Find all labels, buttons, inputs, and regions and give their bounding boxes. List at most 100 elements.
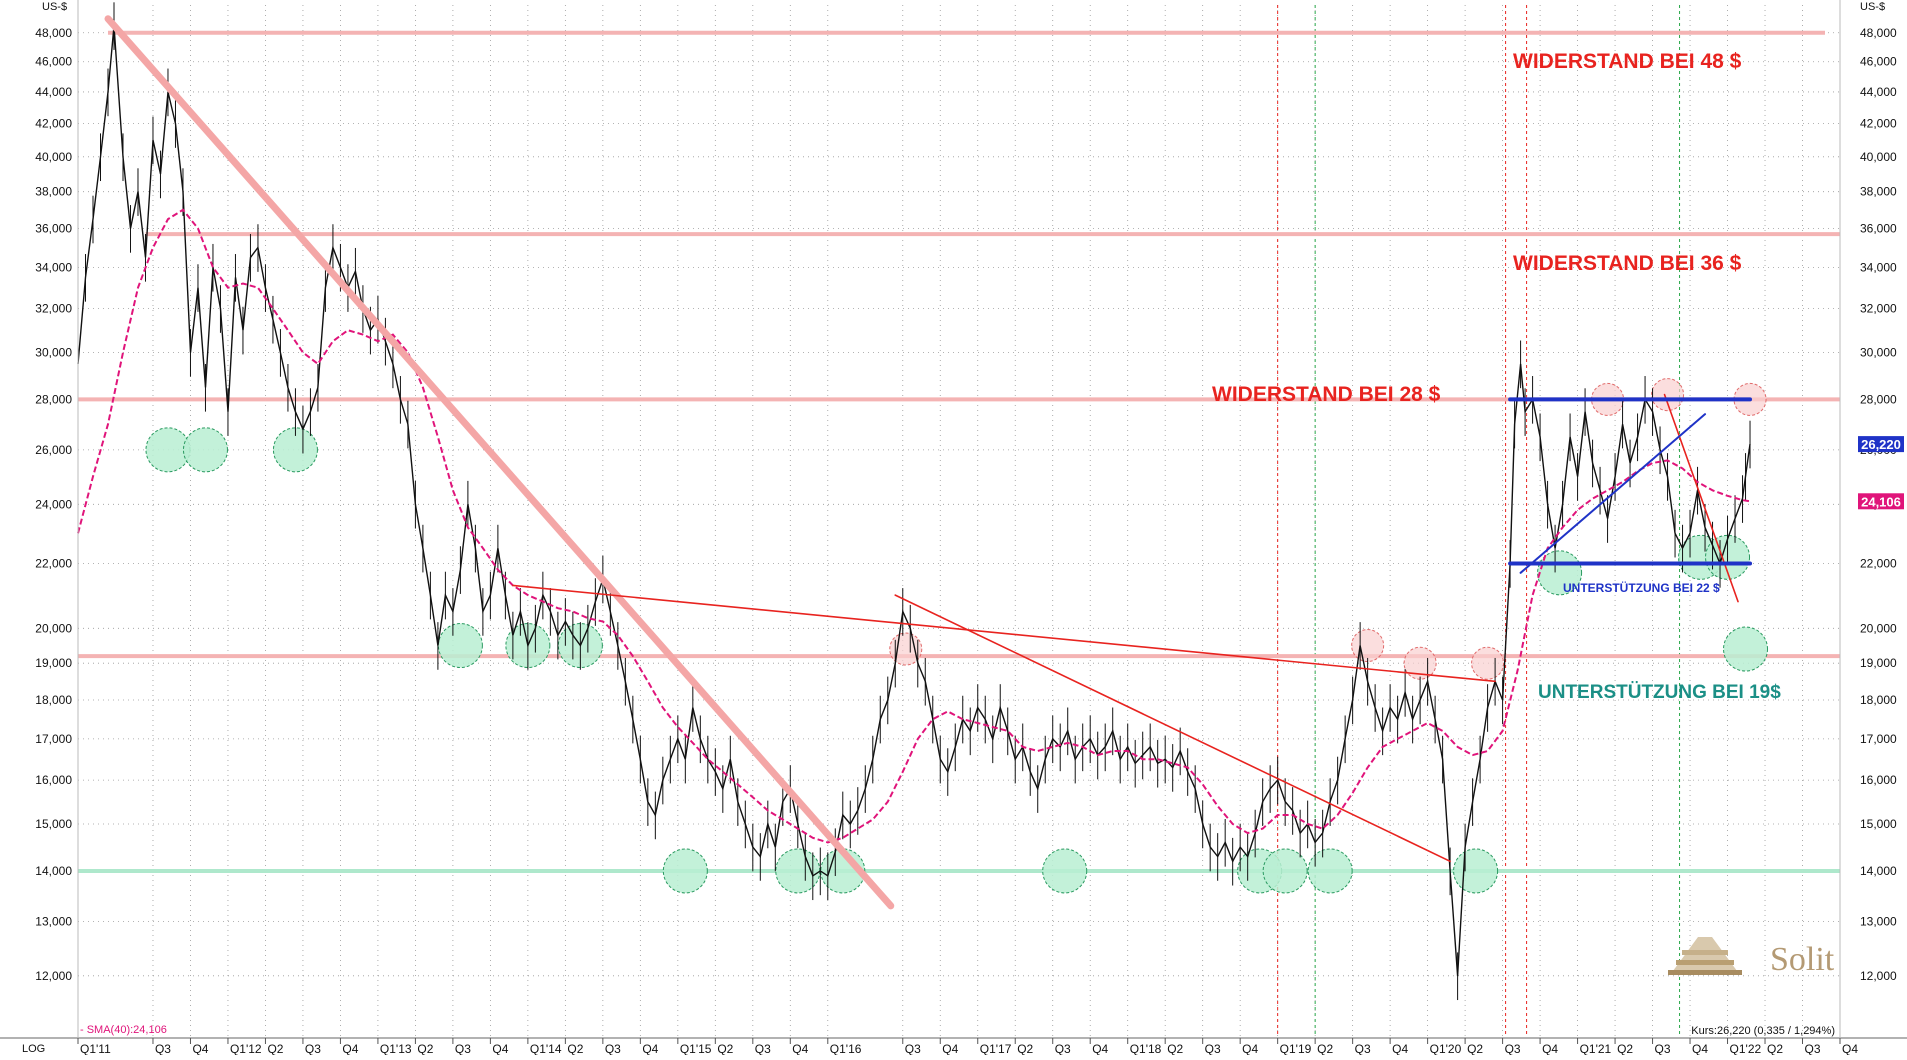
y-tick-label-right: 40,000	[1860, 150, 1897, 164]
y-tick-label-left: 24,000	[35, 497, 72, 511]
x-tick-label: Q4	[942, 1042, 958, 1055]
x-tick-label: Q2	[267, 1042, 283, 1055]
y-tick-label-right: 42,000	[1860, 117, 1897, 131]
y-tick-label-right: 46,000	[1860, 55, 1897, 69]
y-tick-label-right: 44,000	[1860, 85, 1897, 99]
x-tick-label: Q2	[1617, 1042, 1633, 1055]
x-tick-label: Q4	[792, 1042, 808, 1055]
support-marker	[145, 427, 191, 473]
annotation-resistance-36: WIDERSTAND BEI 36 $	[1513, 252, 1742, 275]
x-tick-label: Q4	[492, 1042, 508, 1055]
y-tick-label-left: 18,000	[35, 693, 72, 707]
y-tick-label-right: 36,000	[1860, 221, 1897, 235]
y-tick-label-right: 30,000	[1860, 345, 1897, 359]
price-line	[77, 25, 1751, 976]
trendline	[104, 15, 895, 910]
support-marker	[1723, 626, 1769, 672]
y-tick-label-left: 34,000	[35, 260, 72, 274]
x-tick-label: Q1'15	[680, 1042, 712, 1055]
x-tick-label: Q4	[1392, 1042, 1408, 1055]
annotation-support-19: UNTERSTÜTZUNG BEI 19$	[1538, 682, 1781, 703]
sma-badge-value: 24,106	[1861, 494, 1901, 509]
y-tick-label-left: 44,000	[35, 85, 72, 99]
y-tick-label-left: 20,000	[35, 621, 72, 635]
x-tick-label: Q1'18	[1130, 1042, 1162, 1055]
support-marker	[662, 848, 708, 894]
x-tick-label: Q3	[1205, 1042, 1221, 1055]
scale-label: LOG	[22, 1043, 45, 1055]
tick-layer: 12,000 12,000 13,000 13,000 14,000 14,000 15,0…	[35, 26, 1897, 1056]
x-tick-label: Q2	[1317, 1042, 1333, 1055]
y-tick-label-left: 17,000	[35, 732, 72, 746]
y-tick-label-left: 19,000	[35, 656, 72, 670]
y-tick-label-right: 48,000	[1860, 26, 1897, 40]
x-tick-label: Q2	[717, 1042, 733, 1055]
kurs-legend: Kurs:26,220 (0,335 / 1,294%)	[1691, 1025, 1835, 1037]
y-tick-label-right: 18,000	[1860, 693, 1897, 707]
x-tick-label: Q3	[755, 1042, 771, 1055]
x-tick-label: Q4	[1542, 1042, 1558, 1055]
pyramid-icon	[1668, 937, 1742, 975]
annotation-support-22: UNTERSTÜTZUNG BEI 22 $	[1563, 580, 1720, 595]
x-tick-label: Q2	[567, 1042, 583, 1055]
y-tick-label-right: 13,000	[1860, 914, 1897, 928]
y-tick-label-left: 46,000	[35, 55, 72, 69]
support-marker	[1262, 848, 1308, 894]
y-tick-label-right: 32,000	[1860, 302, 1897, 316]
x-tick-label: Q3	[305, 1042, 321, 1055]
y-tick-label-left: 38,000	[35, 185, 72, 199]
currency-label-left: US-$	[42, 1, 67, 13]
last-price-badge-box	[1858, 436, 1904, 453]
y-tick-label-left: 22,000	[35, 556, 72, 570]
support-marker	[1042, 848, 1088, 894]
x-tick-label: Q2	[417, 1042, 433, 1055]
x-tick-label: Q4	[1842, 1042, 1858, 1055]
x-tick-label: Q4	[1092, 1042, 1108, 1055]
y-tick-label-left: 13,000	[35, 914, 72, 928]
resistance-marker	[1651, 378, 1685, 412]
badge-layer: 26,220 24,106	[1858, 436, 1904, 510]
support-marker	[1307, 848, 1353, 894]
y-tick-label-right: 12,000	[1860, 969, 1897, 983]
x-tick-label: Q4	[1692, 1042, 1708, 1055]
trend-layer	[104, 15, 1753, 910]
y-tick-label-left: 15,000	[35, 817, 72, 831]
support-marker	[1453, 848, 1499, 894]
resistance-marker	[889, 632, 923, 666]
resistance-marker	[1403, 646, 1437, 680]
x-tick-label: Q1'17	[980, 1042, 1012, 1055]
y-tick-label-right: 17,000	[1860, 732, 1897, 746]
sma-line	[77, 208, 1751, 844]
annotation-resistance-48: WIDERSTAND BEI 48 $	[1513, 50, 1742, 73]
x-tick-label: Q1'20	[1430, 1042, 1462, 1055]
annotation-resistance-28: WIDERSTAND BEI 28 $	[1212, 383, 1441, 406]
x-tick-label: Q2	[1767, 1042, 1783, 1055]
x-tick-label: Q1'13	[380, 1042, 412, 1055]
y-tick-label-left: 16,000	[35, 773, 72, 787]
y-tick-label-right: 14,000	[1860, 864, 1897, 878]
sma-badge-box	[1858, 493, 1904, 510]
x-tick-label: Q3	[1655, 1042, 1671, 1055]
x-tick-label: Q1'22	[1730, 1042, 1762, 1055]
y-tick-label-right: 38,000	[1860, 185, 1897, 199]
y-tick-label-right: 16,000	[1860, 773, 1897, 787]
support-marker	[182, 427, 228, 473]
x-tick-label: Q1'11	[80, 1042, 111, 1055]
x-tick-label: Q1'21	[1580, 1042, 1612, 1055]
y-tick-label-right: 34,000	[1860, 260, 1897, 274]
y-tick-label-left: 28,000	[35, 392, 72, 406]
trendline	[894, 594, 1451, 863]
y-tick-label-left: 48,000	[35, 26, 72, 40]
y-tick-label-left: 42,000	[35, 117, 72, 131]
support-marker	[272, 427, 318, 473]
y-tick-label-right: 22,000	[1860, 556, 1897, 570]
y-tick-label-right: 15,000	[1860, 817, 1897, 831]
y-tick-label-left: 12,000	[35, 969, 72, 983]
x-tick-label: Q3	[1505, 1042, 1521, 1055]
x-tick-label: Q1'16	[830, 1042, 862, 1055]
y-tick-label-left: 14,000	[35, 864, 72, 878]
x-tick-label: Q1'12	[230, 1042, 262, 1055]
x-tick-label: Q1'19	[1280, 1042, 1312, 1055]
